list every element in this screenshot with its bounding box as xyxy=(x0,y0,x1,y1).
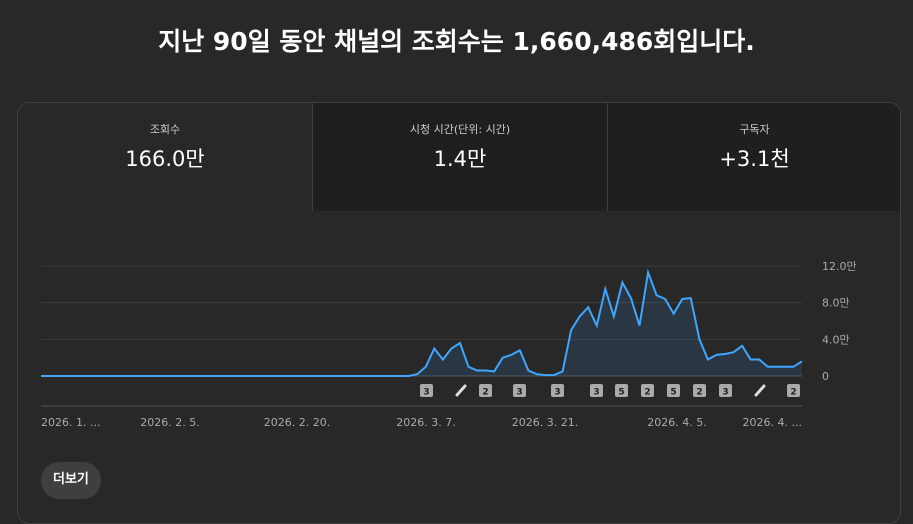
y-tick-label: 0 xyxy=(822,370,829,383)
marker-label: 2 xyxy=(790,388,796,398)
tab[interactable]: 조회수 166.0만 xyxy=(18,103,312,211)
tab[interactable]: 구독자 +3.1천 xyxy=(607,103,900,211)
tab-label: 시청 시간(단위: 시간) xyxy=(409,123,511,136)
marker-label: 3 xyxy=(516,388,522,398)
marker-badge xyxy=(787,384,800,397)
title: 지난 90일 동안 채널의 조회수는 1,660,486회입니다. xyxy=(158,27,755,56)
marker-badge xyxy=(641,384,654,397)
marker-label: 3 xyxy=(423,388,429,398)
tab-value: 1.4만 xyxy=(433,147,487,171)
marker-label: 2 xyxy=(644,388,650,398)
line xyxy=(41,268,803,377)
tab[interactable]: 시청 시간(단위: 시간) 1.4만 xyxy=(312,103,607,211)
x-tick-label: 2026. 3. 21. xyxy=(512,416,578,429)
link-icon xyxy=(754,384,766,397)
marker-label: 3 xyxy=(722,388,728,398)
page: 지난 90일 동안 채널의 조회수는 1,660,486회입니다. 조회수 16… xyxy=(17,27,901,524)
x-tick-label: 2026. 2. 5. xyxy=(140,416,199,429)
tab-value: 166.0만 xyxy=(125,147,205,171)
marker-badge xyxy=(513,384,526,397)
analytics-card: 조회수 166.0만 시청 시간(단위: 시간) 1.4만 구독자 +3.1천 xyxy=(17,102,901,524)
marker-badge xyxy=(719,384,732,397)
tab-label: 조회수 xyxy=(149,123,181,136)
marker-label: 2 xyxy=(482,388,488,398)
marker-badge xyxy=(667,384,680,397)
x-tick-label: 2026. 3. 7. xyxy=(396,416,455,429)
y-tick-label: 4.0만 xyxy=(822,333,850,346)
chart: 0 4.0만 8.0만 12.0만 3 2 3 3 3 5 2 5 2 3 2 2026. 1. ... 202… xyxy=(41,260,857,429)
more-button[interactable]: 더보기 xyxy=(41,462,101,499)
marker-label: 5 xyxy=(618,388,624,398)
marker-badge xyxy=(693,384,706,397)
y-tick-label: 12.0만 xyxy=(822,260,857,273)
marker-badge xyxy=(615,384,628,397)
x-tick-label: 2026. 4. ... xyxy=(743,416,802,429)
marker-badge xyxy=(479,384,492,397)
link-icon xyxy=(455,384,467,397)
marker-label: 3 xyxy=(593,388,599,398)
tab-value: +3.1천 xyxy=(719,147,790,171)
marker-badge xyxy=(420,384,433,397)
area xyxy=(41,272,802,376)
marker-label: 5 xyxy=(670,388,676,398)
marker-label: 3 xyxy=(554,388,560,398)
x-tick-label: 2026. 4. 5. xyxy=(647,416,706,429)
x-tick-label: 2026. 1. ... xyxy=(41,416,100,429)
y-tick-label: 8.0만 xyxy=(822,297,850,310)
marker-badge xyxy=(551,384,564,397)
marker-label: 2 xyxy=(696,388,702,398)
x-tick-label: 2026. 2. 20. xyxy=(264,416,330,429)
tab-label: 구독자 xyxy=(739,123,770,136)
marker-badge xyxy=(590,384,603,397)
